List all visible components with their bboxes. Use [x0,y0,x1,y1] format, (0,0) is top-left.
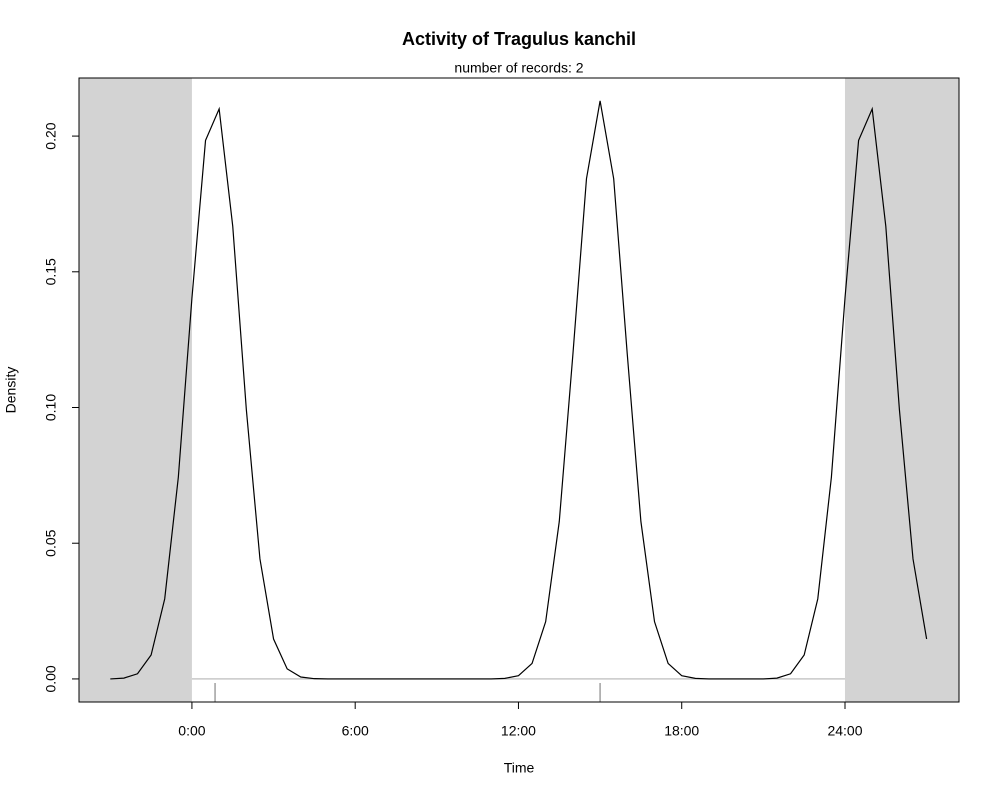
y-axis-label: Density [3,367,19,414]
y-tick-label: 0.20 [43,122,59,149]
y-tick-label: 0.15 [43,258,59,285]
density-line [110,100,928,680]
chart-subtitle: number of records: 2 [454,60,583,76]
y-tick-label: 0.00 [43,665,59,692]
y-tick-label: 0.10 [43,394,59,421]
y-tick-label: 0.05 [43,529,59,556]
x-axis-label: Time [504,760,535,776]
night-shade [844,78,959,702]
x-tick-label: 24:00 [827,723,862,739]
x-tick-label: 12:00 [501,723,536,739]
night-shade [79,78,192,702]
chart-title: Activity of Tragulus kanchil [402,29,636,49]
x-tick-label: 18:00 [664,723,699,739]
x-tick-label: 0:00 [178,723,205,739]
plot-frame [78,77,960,703]
x-tick-label: 6:00 [342,723,369,739]
